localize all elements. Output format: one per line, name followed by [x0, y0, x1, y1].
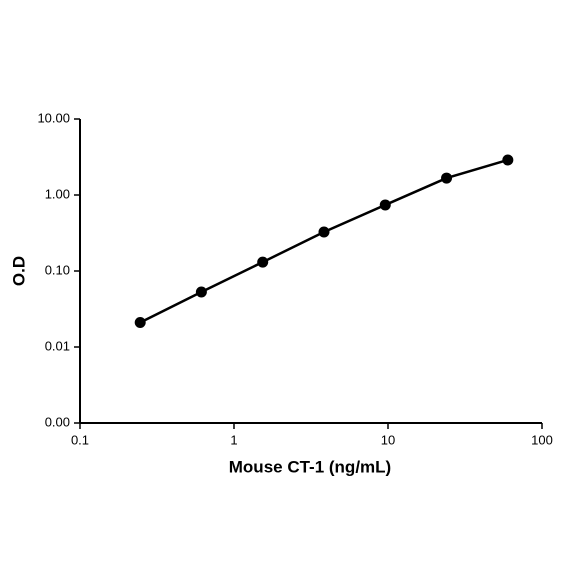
- y-tick-label: 1.00: [45, 186, 70, 201]
- y-tick-label: 0.01: [45, 338, 70, 353]
- data-point: [502, 154, 514, 166]
- data-point: [195, 286, 207, 298]
- x-tick-label: 100: [531, 432, 553, 447]
- y-tick-label: 0.00: [45, 414, 70, 429]
- data-point: [257, 256, 269, 268]
- data-line: [139, 158, 509, 324]
- x-tick-label: 10: [381, 432, 395, 447]
- data-point: [379, 199, 391, 211]
- x-tick-label: 1: [230, 432, 237, 447]
- y-tick-label: 10.00: [37, 110, 70, 125]
- data-point: [318, 226, 330, 238]
- y-axis-title: O.D: [9, 256, 28, 286]
- data-point: [134, 317, 146, 329]
- data-point: [441, 172, 453, 184]
- y-tick-label: 0.10: [45, 262, 70, 277]
- x-tick-label: 0.1: [71, 432, 89, 447]
- x-axis-title: Mouse CT-1 (ng/mL): [229, 457, 391, 476]
